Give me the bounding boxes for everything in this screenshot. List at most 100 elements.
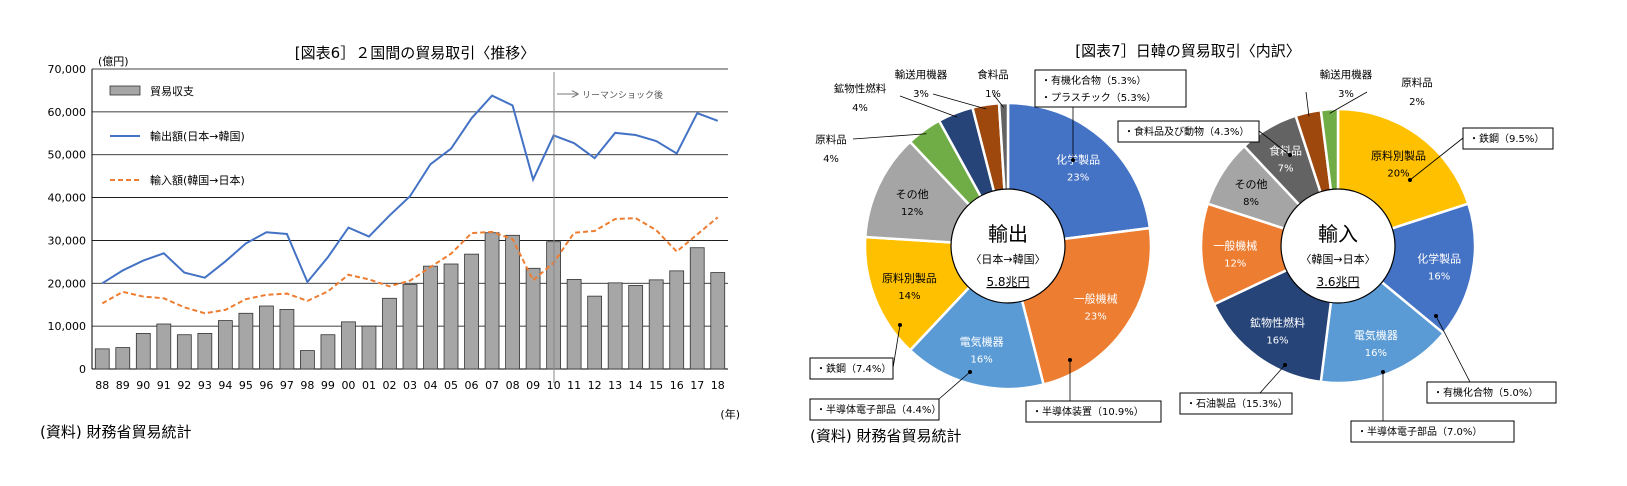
balance-bar bbox=[115, 347, 131, 370]
slice-label: 輸送用機器 bbox=[1320, 68, 1373, 81]
balance-bar bbox=[525, 267, 541, 370]
x-tick-label: 93 bbox=[198, 379, 212, 392]
balance-bar bbox=[710, 272, 726, 370]
slice-value: 7% bbox=[1278, 163, 1294, 174]
x-tick-label: 14 bbox=[629, 379, 643, 392]
callout-export-steel-box bbox=[809, 357, 894, 380]
slice-label: 原料別製品 bbox=[1371, 149, 1426, 163]
callout-leader bbox=[1434, 314, 1471, 383]
balance-bar bbox=[361, 325, 377, 370]
slice-label: 原料品 bbox=[1401, 76, 1433, 89]
y-unit-label: (億円) bbox=[98, 55, 129, 68]
legend-label-balance: 貿易収支 bbox=[150, 85, 194, 98]
balance-bar bbox=[259, 305, 274, 370]
slice-label: 鉱物性燃料 bbox=[834, 82, 887, 95]
y-tick-label: 60,000 bbox=[48, 106, 87, 119]
callout-import-petroleum-text: ・石油製品（15.3%） bbox=[1186, 397, 1288, 410]
balance-bar bbox=[628, 285, 644, 370]
slice-label: 電気機器 bbox=[1354, 328, 1398, 342]
slice-value: 16% bbox=[1266, 335, 1288, 346]
x-tick-label: 05 bbox=[444, 379, 458, 392]
x-tick-label: 09 bbox=[526, 379, 540, 392]
x-tick-label: 16 bbox=[670, 379, 684, 392]
callout-import-food-text: ・食料品及び動物（4.3%） bbox=[1124, 125, 1249, 138]
x-tick-label: 02 bbox=[382, 379, 396, 392]
trade-breakdown-charts: [図表7］日韓の貿易取引〈内訳〉 化学製品23%一般機械23%電気機器16%原料… bbox=[809, 42, 1557, 445]
balance-bar bbox=[587, 295, 603, 370]
import-center-sub: 〈韓国→日本〉 bbox=[1300, 252, 1375, 266]
x-tick-label: 03 bbox=[403, 379, 417, 392]
y-tick-label: 70,000 bbox=[48, 63, 87, 76]
slice-label: 一般機械 bbox=[1213, 238, 1257, 252]
callout-export-semiconductor-parts-text: ・半導体電子部品（4.4%） bbox=[816, 403, 941, 416]
slice-value: 12% bbox=[1224, 258, 1246, 269]
slice-value: 23% bbox=[1085, 312, 1107, 323]
balance-bar bbox=[505, 234, 520, 370]
slice-value: 3% bbox=[913, 89, 929, 100]
callout-export-semiconductor-equipment-text: ・半導体装置（10.9%） bbox=[1032, 405, 1144, 418]
balance-bar bbox=[300, 350, 315, 370]
callout-leader bbox=[1259, 363, 1287, 394]
slice-label: 化学製品 bbox=[1417, 251, 1461, 265]
slice-value: 8% bbox=[1243, 197, 1259, 208]
x-tick-label: 99 bbox=[321, 379, 335, 392]
x-tick-label: 92 bbox=[177, 379, 191, 392]
callout-export-chemicals-box bbox=[1034, 69, 1187, 108]
x-tick-labels: 88 89 90 91 92 93 94 95 96 97 98 99 00 01 02 03 04 05 06 07… bbox=[95, 379, 724, 392]
import-center-title: 輸入 bbox=[1318, 222, 1358, 246]
export-center-title: 輸出 bbox=[988, 222, 1028, 246]
lehman-annotation: リーマンショック後 bbox=[582, 89, 663, 101]
balance-bar bbox=[279, 309, 295, 370]
callout-import-organic-text: ・有機化合物（5.0%） bbox=[1433, 386, 1538, 399]
slice-value: 12% bbox=[901, 207, 923, 218]
x-tick-label: 11 bbox=[567, 379, 581, 392]
trade-lines bbox=[101, 94, 719, 315]
x-tick-label: 07 bbox=[485, 379, 499, 392]
y-tick-label: 10,000 bbox=[48, 320, 87, 333]
callout-import-petroleum-box bbox=[1179, 392, 1293, 415]
slice-label: 電気機器 bbox=[960, 335, 1004, 349]
balance-bar bbox=[402, 284, 418, 370]
slice-label: 化学製品 bbox=[1056, 152, 1100, 166]
balance-bar bbox=[176, 334, 192, 370]
y-tick-label: 0 bbox=[79, 363, 86, 376]
x-tick-label: 95 bbox=[239, 379, 253, 392]
export-pie: 化学製品 23% 一般機械 23% 電気機器 16% 原料別製品 14% その他 12% 原料品 4%… bbox=[815, 68, 1153, 391]
slice-label: 食料品 bbox=[977, 68, 1009, 81]
legend-label-export: 輸出額(日本→韓国) bbox=[150, 129, 245, 143]
balance-bar bbox=[217, 320, 233, 370]
x-tick-label: 94 bbox=[218, 379, 232, 392]
leader-line bbox=[1305, 91, 1310, 117]
pie-slice bbox=[1199, 202, 1342, 306]
x-tick-label: 97 bbox=[280, 379, 294, 392]
x-tick-label: 01 bbox=[362, 379, 376, 392]
callout-export-steel-text: ・鉄鋼（7.4%） bbox=[816, 362, 891, 375]
balance-bar bbox=[423, 265, 438, 370]
slice-label: 原料品 bbox=[815, 133, 847, 146]
balance-bar bbox=[94, 348, 110, 370]
slice-value: 16% bbox=[1365, 348, 1387, 359]
x-tick-label: 18 bbox=[711, 379, 725, 392]
callout-leader bbox=[892, 323, 902, 369]
balance-bar bbox=[156, 323, 172, 370]
slice-value: 3% bbox=[1338, 89, 1354, 100]
legend-swatch-balance bbox=[109, 85, 141, 96]
callout-leader bbox=[938, 370, 972, 400]
x-unit-label: (年) bbox=[720, 407, 740, 421]
right-chart-title: [図表7］日韓の貿易取引〈内訳〉 bbox=[1075, 42, 1300, 60]
x-tick-label: 12 bbox=[588, 379, 602, 392]
callout-import-organic-box bbox=[1426, 381, 1557, 404]
x-tick-label: 88 bbox=[95, 379, 109, 392]
leader-line bbox=[899, 95, 958, 118]
slice-value: 16% bbox=[971, 355, 993, 366]
callout-export-semiconductor-parts-box bbox=[809, 398, 940, 421]
balance-bar bbox=[464, 253, 479, 370]
slice-label: 鉱物性燃料 bbox=[1250, 315, 1305, 329]
balance-bar bbox=[648, 279, 664, 370]
right-source: (資料) 財務省貿易統計 bbox=[810, 427, 961, 445]
balance-bar bbox=[238, 312, 254, 370]
callout-import-semiconductor-parts-box bbox=[1350, 420, 1515, 443]
leader-line bbox=[932, 93, 987, 110]
slice-value: 4% bbox=[852, 103, 868, 114]
